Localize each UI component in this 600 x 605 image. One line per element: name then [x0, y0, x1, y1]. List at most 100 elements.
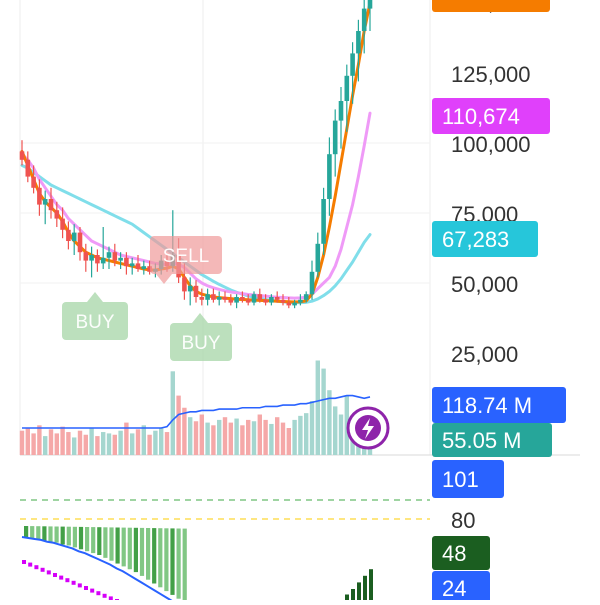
candle-body [141, 266, 147, 269]
oscillator-histogram-bar [176, 528, 181, 599]
price-axis-label: 125,000 [451, 62, 531, 87]
candle-body [350, 53, 355, 76]
oscillator-histogram-bar [363, 575, 367, 600]
price-axis: 125,000100,00075,00050,00025,000150,0008… [451, 0, 531, 533]
oscillator-histogram-bar [60, 526, 65, 545]
candle-body [321, 199, 326, 244]
volume-bar [234, 418, 239, 455]
oscillator-pane [20, 499, 430, 605]
candle-body [205, 294, 210, 300]
volume-bar [83, 434, 88, 455]
candle-body [338, 101, 344, 121]
volume-bar [31, 433, 36, 455]
volume-bar [211, 425, 216, 455]
candle-body [361, 8, 367, 31]
volume-bar [118, 430, 123, 455]
oscillator-dot [46, 570, 51, 575]
volume-bar [286, 428, 291, 455]
candle-body [356, 31, 361, 54]
candle-body [135, 263, 141, 269]
oscillator-histogram-badge: 48 [432, 536, 490, 570]
oscillator-dot [59, 575, 64, 580]
oscillator-signal-badge: 24 [432, 571, 490, 605]
oscillator-histogram-bar [85, 527, 90, 552]
oscillator-dot [40, 567, 45, 572]
volume-bar [327, 390, 332, 455]
lightning-alert-button[interactable] [346, 406, 390, 450]
oscillator-dot [34, 565, 39, 570]
volume-average [22, 394, 371, 429]
candle-body [193, 285, 199, 297]
oscillator-histogram-bar [78, 526, 84, 550]
oscillator-histogram-bar [103, 527, 108, 558]
volume-bar [275, 417, 280, 455]
volume-bar [222, 417, 228, 455]
candle-body [147, 266, 152, 272]
oscillator-histogram-bar [30, 526, 35, 539]
volume-bar [246, 419, 251, 455]
candle-body [77, 232, 83, 253]
alert-button[interactable] [346, 406, 390, 450]
volume-bars [19, 360, 373, 455]
oscillator-histogram-bar [24, 526, 29, 538]
oscillator-histogram-bar [357, 582, 361, 600]
volume-bar [188, 417, 193, 455]
oscillator-histogram-bar [97, 527, 102, 555]
oscillator-dot [28, 562, 33, 567]
candle-body [222, 297, 228, 300]
oscillator-dot [90, 588, 95, 593]
sell-signal-label: SELL [150, 236, 222, 284]
candle-body [89, 255, 94, 261]
volume-bar [19, 430, 25, 455]
price-axis-label: 100,000 [451, 132, 531, 157]
oscillator-dot [77, 583, 82, 588]
candle-body [303, 294, 309, 300]
oscillator-dot [53, 573, 57, 577]
candle-body [298, 299, 303, 303]
candlesticks [19, 0, 373, 309]
oscillator-histogram-bar [182, 528, 187, 603]
volume-bar [321, 368, 326, 455]
candle-body [292, 302, 297, 306]
volume-bar [141, 425, 146, 455]
candle-body [344, 75, 350, 101]
candle-body [83, 252, 89, 261]
volume-bar [280, 422, 286, 455]
oscillator-histogram-bar [369, 569, 373, 600]
candle-body [315, 243, 321, 272]
lightning-icon [362, 418, 374, 439]
volume-bar [205, 422, 210, 455]
volume-ma-badge: 118.74 M [432, 387, 566, 423]
badge-text: 48 [442, 541, 466, 566]
candle-body [25, 159, 31, 177]
volume-bar [269, 423, 274, 455]
candle-body [48, 199, 54, 211]
volume-bar [182, 407, 187, 455]
volume-bar [251, 421, 257, 455]
volume-bar [240, 425, 245, 455]
signal-text: BUY [181, 333, 220, 354]
volume-bar [199, 414, 204, 455]
oscillator-dot [71, 580, 76, 585]
oscillator-histogram-bar [48, 526, 53, 542]
candle-body [187, 285, 193, 292]
volume-bar [228, 422, 233, 455]
oscillator-signal-line [21, 536, 181, 605]
volume-bar [338, 414, 344, 455]
oscillator-histogram-bar [170, 528, 175, 595]
badge-text: 67,283 [442, 227, 509, 252]
oscillator-histogram-bar [66, 526, 71, 546]
badge-text: 24 [442, 576, 466, 600]
candle-body [95, 255, 100, 264]
volume-bar [48, 429, 54, 455]
ma-cyan-badge: 67,283 [432, 221, 538, 257]
volume-bar [298, 415, 303, 455]
candle-body [37, 187, 42, 205]
oscillator-dot [65, 578, 70, 583]
candle-body [269, 297, 274, 303]
volume-bar [101, 432, 106, 455]
buy-signal-label: BUY [62, 292, 128, 340]
oscillator-histogram-bar [72, 526, 77, 548]
